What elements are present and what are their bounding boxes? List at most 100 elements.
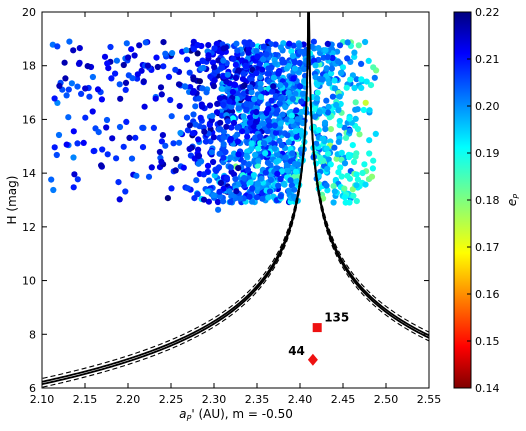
scatter-point <box>86 93 93 100</box>
scatter-point <box>296 42 303 49</box>
scatter-point <box>331 85 338 92</box>
scatter-point <box>194 191 201 198</box>
scatter-point <box>333 101 340 108</box>
scatter-point <box>116 196 123 203</box>
scatter-point <box>315 127 322 134</box>
colorbar-tick-label: 0.22 <box>475 6 500 19</box>
highlight-label-135: 135 <box>324 311 349 325</box>
scatter-point <box>84 63 91 70</box>
scatter-point <box>326 114 333 121</box>
scatter-point <box>66 38 73 45</box>
scatter-point <box>298 108 305 116</box>
scatter-point <box>323 97 330 104</box>
scatter-point <box>292 90 299 97</box>
scatter-point <box>310 38 317 45</box>
scatter-point <box>362 181 369 188</box>
scatter-point <box>358 76 365 83</box>
scatter-point <box>248 89 255 96</box>
scatter-point <box>194 60 202 67</box>
scatter-point <box>55 131 63 139</box>
v-shape-dashed-curve <box>42 12 309 388</box>
scatter-point <box>341 160 349 167</box>
scatter-point <box>232 74 240 82</box>
scatter-point <box>249 198 256 205</box>
scatter-point <box>371 74 378 81</box>
scatter-point <box>301 77 308 84</box>
scatter-point <box>359 169 366 177</box>
scatter-point <box>54 43 61 50</box>
scatter-point <box>260 120 267 127</box>
scatter-point <box>220 198 227 205</box>
scatter-point <box>361 161 368 168</box>
scatter-point <box>195 136 202 143</box>
scatter-point <box>222 148 229 156</box>
scatter-point <box>150 124 157 131</box>
scatter-point <box>208 149 215 156</box>
scatter-point <box>289 95 296 102</box>
scatter-point <box>272 93 279 100</box>
scatter-point <box>239 128 246 135</box>
y-tick-label: 14 <box>22 167 36 180</box>
scatter-point <box>296 83 304 90</box>
colorbar-tick-label: 0.19 <box>475 147 500 160</box>
scatter-point <box>217 179 224 187</box>
scatter-point <box>324 109 331 116</box>
scatter-point <box>233 188 240 195</box>
scatter-point <box>335 107 342 114</box>
scatter-point <box>254 180 261 187</box>
scatter-point <box>78 90 85 97</box>
scatter-point <box>120 61 127 69</box>
scatter-point <box>240 90 247 97</box>
colorbar-tick-label: 0.16 <box>475 288 500 301</box>
scatter-point <box>211 45 218 52</box>
scatter-point <box>204 162 212 169</box>
y-axis-label: H (mag) <box>5 176 19 225</box>
scatter-point <box>145 173 153 180</box>
scatter-point <box>235 151 242 158</box>
scatter-point <box>245 161 252 168</box>
scatter-point <box>116 81 123 88</box>
scatter-point <box>51 144 58 151</box>
scatter-point <box>235 67 242 74</box>
scatter-point <box>105 65 112 72</box>
scatter-point <box>321 119 329 126</box>
scatter-point <box>277 44 284 51</box>
scatter-point <box>205 198 212 205</box>
scatter-point <box>236 195 243 202</box>
scatter-point <box>284 132 291 139</box>
scatter-point <box>352 106 359 113</box>
scatter-point <box>269 88 276 95</box>
scatter-point <box>74 176 81 183</box>
scatter-point <box>262 169 269 176</box>
scatter-point <box>198 101 205 108</box>
scatter-point <box>228 103 235 110</box>
scatter-point <box>183 114 191 121</box>
scatter-point <box>366 137 373 144</box>
scatter-point <box>360 106 367 114</box>
scatter-point <box>195 152 203 160</box>
x-axis-label: aP' (AU), m = -0.50 <box>179 407 293 423</box>
scatter-point <box>262 150 269 157</box>
scatter-point <box>344 39 351 46</box>
scatter-point <box>101 53 109 60</box>
v-shape-dashed-curve <box>308 12 429 333</box>
scatter-point <box>292 168 300 175</box>
scatter-point <box>202 138 210 145</box>
scatter-point <box>134 71 141 78</box>
scatter-point <box>139 144 147 151</box>
scatter-point <box>186 122 193 129</box>
scatter-point <box>258 175 265 182</box>
scatter-point <box>162 142 169 149</box>
scatter-point <box>190 111 197 118</box>
scatter-point <box>192 103 199 110</box>
scatter-point <box>214 100 221 107</box>
scatter-point <box>235 105 242 112</box>
scatter-point <box>70 47 77 54</box>
scatter-point <box>89 73 96 81</box>
scatter-point <box>211 64 218 71</box>
colorbar-tick-label: 0.14 <box>475 382 500 395</box>
scatter-point <box>195 95 203 102</box>
scatter-point <box>99 146 106 153</box>
scatter-point <box>331 188 338 195</box>
scatter-point <box>369 165 376 172</box>
